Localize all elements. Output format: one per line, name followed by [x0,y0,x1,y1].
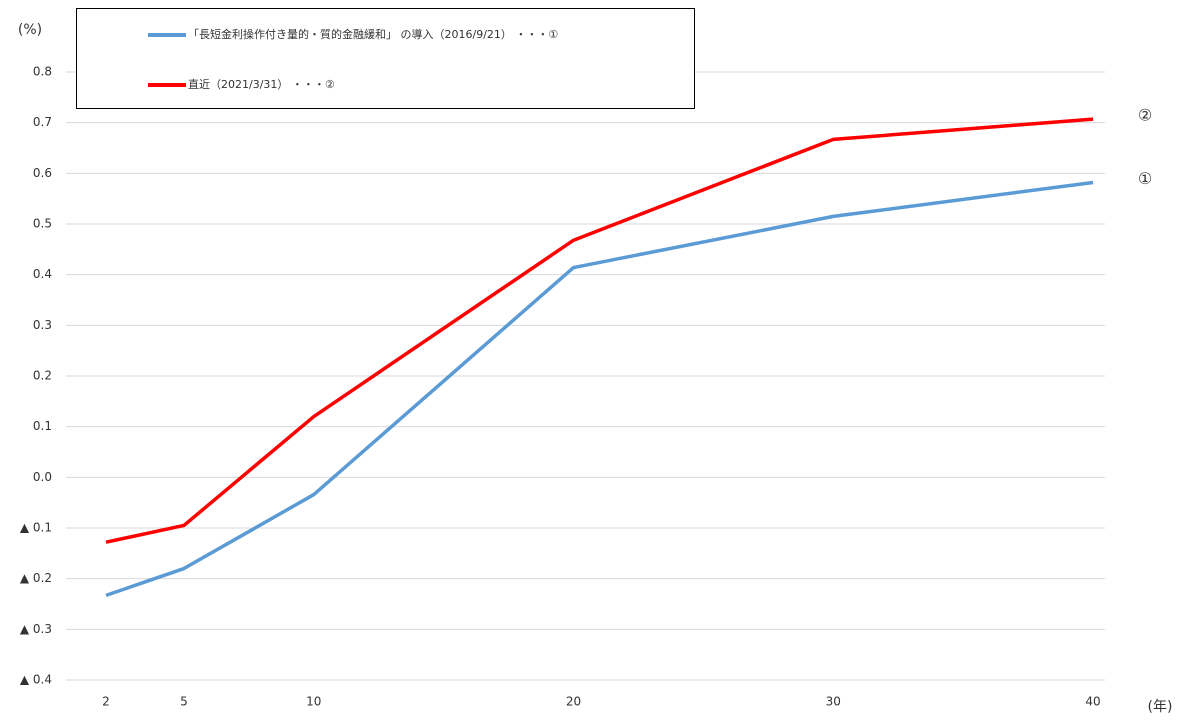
x-tick-label: 2 [102,695,110,709]
y-tick-label: 0.8 [33,65,52,79]
y-tick-label: 0.7 [33,115,52,129]
y-tick-label: 0.5 [33,217,52,231]
y-tick-label: 0.2 [33,369,52,383]
x-tick-label: 30 [826,695,841,709]
y-tick-label: ▲ 0.2 [20,571,52,585]
y-tick-label: 0.1 [33,419,52,433]
x-tick-label: 20 [566,695,581,709]
y-tick-label: 0.6 [33,166,52,180]
y-tick-label: 0.3 [33,318,52,332]
line [105,180,1094,598]
legend-label: 「長短金利操作付き量的・質的金融緩和」 の導入（2016/9/21） ・・・① [188,27,558,41]
end-label: ② [1138,106,1152,125]
y-tick-label: ▲ 0.3 [20,622,52,636]
line [105,117,1094,544]
x-tick-label: 40 [1085,695,1100,709]
x-tick-label: 10 [306,695,321,709]
y-tick-label: 0.0 [33,470,52,484]
legend-box [76,8,695,109]
y-tick-label: 0.4 [33,267,52,281]
end-label: ① [1138,169,1152,188]
y-tick-label: ▲ 0.4 [20,673,52,687]
legend-label: 直近（2021/3/31） ・・・② [188,77,335,91]
x-tick-label: 5 [180,695,188,709]
y-tick-label: ▲ 0.1 [20,521,52,535]
y-axis-label: (%) [18,22,42,38]
x-axis-label: (年) [1148,699,1173,715]
